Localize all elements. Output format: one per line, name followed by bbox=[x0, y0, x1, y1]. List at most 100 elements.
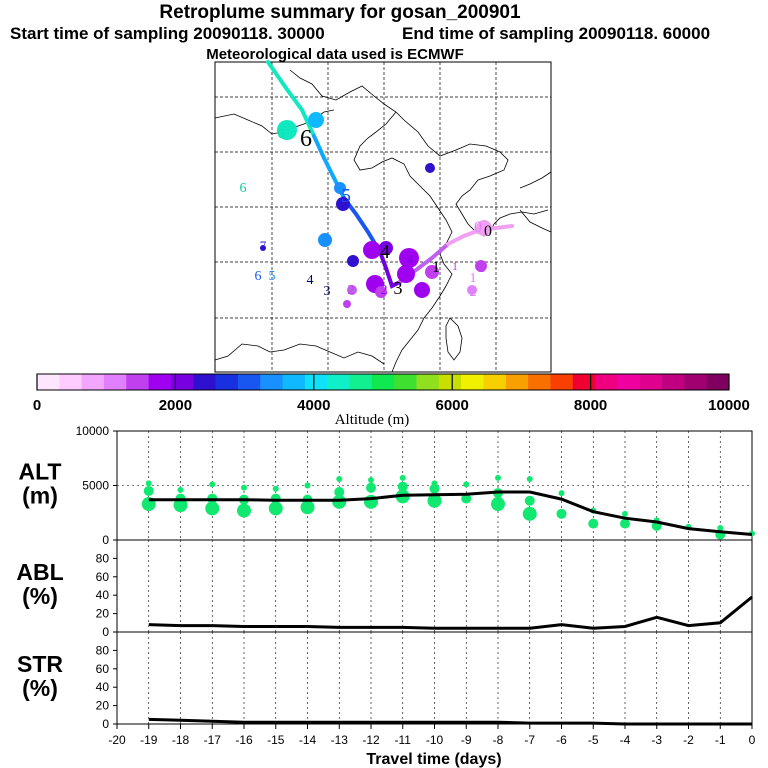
trajectory-label: 3 bbox=[404, 271, 411, 286]
panel-abl: 0 20 40 60 80 ABL(%) bbox=[16, 539, 753, 639]
cluster-circle bbox=[425, 265, 439, 279]
colorbar-swatch bbox=[193, 374, 217, 390]
altitude-cluster-point bbox=[491, 497, 505, 512]
x-tick-label: -16 bbox=[235, 733, 253, 747]
colorbar-swatch bbox=[349, 374, 373, 390]
y-tick-label: 80 bbox=[96, 643, 110, 657]
altitude-cluster-point bbox=[368, 477, 374, 484]
colorbar-swatch bbox=[416, 374, 440, 390]
x-tick-label: -4 bbox=[620, 733, 631, 747]
altitude-cluster-point bbox=[588, 518, 599, 529]
altitude-cluster-point bbox=[272, 485, 279, 492]
x-tick-label: -8 bbox=[493, 733, 504, 747]
colorbar-swatch bbox=[639, 374, 663, 390]
colorbar-swatch bbox=[327, 374, 351, 390]
time-series-panels: 0500010000ALT(m)020406080ABL(%)020406080… bbox=[16, 424, 755, 768]
x-tick-label: -13 bbox=[331, 733, 349, 747]
trajectory-label: 4 bbox=[380, 241, 390, 263]
trajectory-label: 7 bbox=[310, 115, 317, 130]
cluster-circle bbox=[414, 282, 430, 298]
y-tick-label: 0 bbox=[102, 717, 109, 731]
trajectory-label: 8 bbox=[344, 297, 350, 311]
colorbar-swatch bbox=[483, 374, 507, 390]
x-tick-label: -5 bbox=[588, 733, 599, 747]
trajectory-label: 6 bbox=[255, 269, 262, 284]
colorbar-tick-label: 2000 bbox=[159, 397, 192, 414]
x-tick-label: -14 bbox=[299, 733, 317, 747]
colorbar-swatch bbox=[595, 374, 618, 390]
colorbar-tick-label: 6000 bbox=[436, 397, 469, 414]
cluster-circle bbox=[277, 120, 297, 140]
altitude-cluster-point bbox=[558, 490, 565, 497]
colorbar-swatch bbox=[37, 374, 60, 390]
y-tick-label: 60 bbox=[96, 570, 110, 584]
y-axis-label: (%) bbox=[22, 675, 58, 701]
trajectory-label: 3 bbox=[394, 278, 403, 298]
japan-honshu bbox=[519, 171, 552, 189]
cluster-circle bbox=[397, 265, 415, 283]
cluster-circle bbox=[379, 241, 393, 255]
colorbar-swatch bbox=[617, 374, 641, 390]
altitude-cluster-point bbox=[334, 487, 345, 498]
trajectory-label: 1 bbox=[470, 271, 477, 286]
trajectory-label: 5 bbox=[341, 185, 351, 207]
altitude-cluster-point bbox=[522, 506, 537, 521]
altitude-cluster-point bbox=[461, 493, 472, 504]
map-frame bbox=[214, 61, 552, 373]
y-tick-label: 40 bbox=[96, 588, 110, 602]
colorbar-swatch bbox=[662, 374, 685, 390]
chart-title: Retroplume summary for gosan_200901 bbox=[159, 2, 521, 23]
coast-south-border bbox=[214, 343, 385, 365]
x-tick-label: -11 bbox=[395, 733, 412, 747]
trajectory-segment-1 bbox=[266, 60, 316, 138]
cluster-circle bbox=[343, 300, 351, 308]
y-axis-label: (m) bbox=[22, 483, 58, 509]
trajectory-label: 4 bbox=[351, 255, 358, 270]
altitude-cluster-point bbox=[429, 483, 440, 494]
altitude-cluster-point bbox=[463, 481, 470, 488]
cluster-circle bbox=[336, 197, 350, 211]
y-tick-label: 20 bbox=[96, 607, 110, 621]
x-tick-label: -10 bbox=[426, 733, 444, 747]
y-tick-label: 10000 bbox=[76, 424, 110, 438]
end-time: End time of sampling 20090118. 60000 bbox=[402, 24, 711, 43]
colorbar-swatch bbox=[394, 374, 417, 390]
trajectory-clusters bbox=[260, 112, 492, 308]
y-axis-label: ALT bbox=[18, 459, 61, 485]
trajectory-segment-4 bbox=[378, 250, 402, 289]
trajectory-segment-6 bbox=[446, 224, 514, 246]
cluster-circle bbox=[476, 220, 492, 236]
colorbar-tick-label: 10000 bbox=[708, 397, 750, 414]
cluster-circle bbox=[399, 248, 419, 268]
altitude-cluster-point bbox=[173, 498, 188, 513]
cluster-circle bbox=[308, 112, 324, 128]
trajectory-label: 6 bbox=[278, 127, 285, 142]
altitude-cluster-point bbox=[556, 508, 567, 519]
trajectory-label: 2 bbox=[470, 285, 477, 300]
colorbar-swatch bbox=[550, 374, 574, 390]
panel-str: 0 20 40 60 80 STR(%) bbox=[17, 631, 753, 731]
trajectory-label: 7 bbox=[260, 238, 267, 253]
y-tick-label: 60 bbox=[96, 662, 110, 676]
y-tick-label: 40 bbox=[96, 680, 110, 694]
altitude-cluster-point bbox=[209, 481, 216, 488]
cluster-circle bbox=[375, 286, 387, 298]
x-tick-label: -1 bbox=[715, 733, 726, 747]
altitude-cluster-point bbox=[399, 474, 406, 481]
altitude-cluster-point bbox=[717, 525, 724, 532]
altitude-colorbar: 0 2000 4000 6000 8000 10000 Altitude (m) bbox=[33, 373, 750, 428]
x-tick-label: -20 bbox=[108, 733, 126, 747]
altitude-cluster-point bbox=[397, 481, 408, 492]
trajectory-label: 1 bbox=[452, 259, 458, 273]
altitude-cluster-point bbox=[495, 474, 501, 481]
series-line-abl bbox=[148, 595, 753, 630]
trajectory-label: 2 bbox=[418, 285, 425, 300]
colorbar-swatch bbox=[461, 374, 484, 390]
trajectory-label: 0 bbox=[474, 219, 482, 236]
coast-north bbox=[289, 69, 509, 181]
cluster-circle bbox=[467, 285, 477, 295]
trajectory-label: 0 bbox=[484, 223, 492, 240]
colorbar-swatch bbox=[572, 374, 596, 390]
altitude-cluster-point bbox=[304, 482, 311, 489]
trajectory-label: 3 bbox=[324, 284, 331, 299]
